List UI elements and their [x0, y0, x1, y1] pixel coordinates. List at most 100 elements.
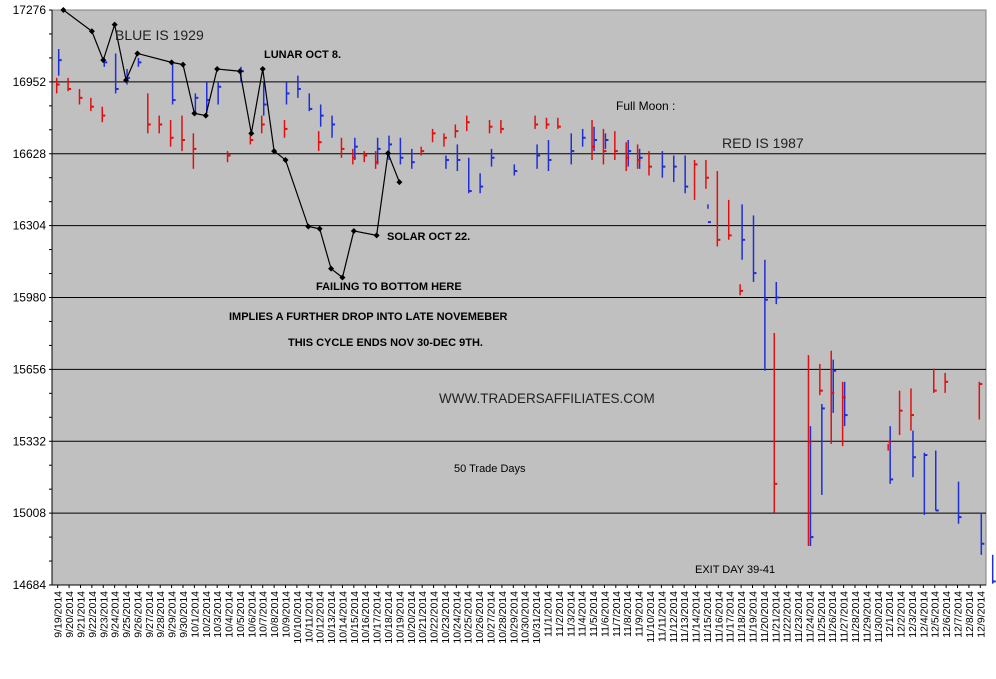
annotation-exit: EXIT DAY 39-41 — [695, 564, 775, 576]
gridlines — [52, 81, 986, 514]
x-tick-label: 11/30/2014 — [873, 591, 885, 643]
x-tick-label: 10/21/2014 — [417, 591, 429, 644]
line-marker — [202, 112, 209, 119]
x-tick-label: 11/2/2014 — [554, 591, 566, 637]
x-tick-label: 11/23/2014 — [793, 591, 805, 643]
y-tick-label: 15008 — [13, 506, 47, 520]
line-marker — [396, 179, 403, 186]
line-marker — [123, 77, 130, 84]
annotation-50-days: 50 Trade Days — [454, 463, 526, 475]
x-tick-label: 11/27/2014 — [839, 591, 851, 643]
x-tick-label: 9/26/2014 — [132, 591, 144, 638]
x-tick-label: 12/7/2014 — [953, 591, 965, 638]
annotations: BLUE IS 1929 LUNAR OCT 8. Full Moon : RE… — [115, 27, 804, 576]
line-path — [63, 9, 400, 279]
x-tick-label: 11/19/2014 — [748, 591, 760, 643]
x-tick-label: 9/27/2014 — [144, 591, 156, 638]
annotation-cycle: THIS CYCLE ENDS NOV 30-DEC 9TH. — [288, 337, 483, 349]
line-marker — [305, 223, 312, 230]
x-tick-label: 12/2/2014 — [896, 591, 908, 638]
hlc-bars — [55, 49, 996, 584]
line-marker — [60, 7, 67, 13]
x-tick-label: 10/4/2014 — [224, 591, 236, 638]
line-marker — [328, 265, 335, 272]
line-marker — [179, 61, 186, 68]
x-tick-label: 11/21/2014 — [770, 591, 782, 643]
x-tick-label: 10/2/2014 — [201, 591, 213, 638]
x-tick-label: 10/29/2014 — [508, 591, 520, 644]
x-tick-label: 9/22/2014 — [87, 591, 99, 638]
x-tick-label: 10/11/2014 — [303, 591, 315, 643]
line-marker — [350, 227, 357, 234]
x-tick-label: 11/7/2014 — [611, 591, 623, 637]
x-tick-label: 11/8/2014 — [622, 591, 634, 637]
x-tick-label: 10/26/2014 — [474, 591, 486, 644]
x-tick-label: 10/28/2014 — [497, 591, 509, 644]
x-tick-label: 11/9/2014 — [634, 591, 646, 637]
x-tick-label: 10/5/2014 — [235, 591, 247, 638]
annotation-lunar: LUNAR OCT 8. — [264, 49, 341, 61]
annotation-blue: BLUE IS 1929 — [115, 27, 204, 43]
x-tick-label: 11/17/2014 — [725, 591, 737, 643]
line-marker — [236, 68, 243, 75]
line-marker — [248, 130, 255, 137]
line-marker — [373, 232, 380, 239]
line-marker — [214, 66, 221, 73]
annotation-website: WWW.TRADERSAFFILIATES.COM — [439, 391, 655, 406]
x-tick-label: 11/12/2014 — [668, 591, 680, 643]
x-tick-label: 10/9/2014 — [281, 591, 293, 638]
y-tick-label: 14684 — [13, 578, 47, 592]
line-marker — [316, 225, 323, 232]
x-tick-label: 9/28/2014 — [155, 591, 167, 638]
x-tick-label: 11/1/2014 — [542, 591, 554, 637]
x-tick-label: 10/10/2014 — [292, 591, 304, 644]
line-marker — [134, 50, 141, 57]
x-tick-label: 10/20/2014 — [406, 591, 418, 644]
line-series — [60, 7, 403, 281]
x-tick-label: 10/22/2014 — [429, 591, 441, 644]
x-tick-label: 10/8/2014 — [269, 591, 281, 638]
x-tick-label: 10/31/2014 — [531, 591, 543, 644]
x-tick-label: 10/17/2014 — [372, 591, 384, 644]
x-tick-label: 10/12/2014 — [315, 591, 327, 644]
annotation-fullmoon: Full Moon : — [616, 99, 675, 113]
x-tick-label: 11/18/2014 — [736, 591, 748, 643]
x-tick-label: 9/29/2014 — [167, 591, 179, 638]
x-tick-label: 11/25/2014 — [816, 591, 828, 643]
x-tick-label: 12/1/2014 — [884, 591, 896, 638]
x-tick-label: 9/19/2014 — [53, 591, 65, 638]
line-marker — [191, 110, 198, 117]
x-tick-label: 12/8/2014 — [964, 591, 976, 638]
x-tick-label: 12/4/2014 — [918, 591, 930, 638]
x-tick-label: 9/20/2014 — [64, 591, 76, 638]
x-tick-label: 9/30/2014 — [178, 591, 190, 638]
x-tick-label: 11/26/2014 — [827, 591, 839, 643]
x-tick-label: 11/5/2014 — [588, 591, 600, 637]
line-marker — [339, 274, 346, 281]
x-tick-label: 10/27/2014 — [486, 591, 498, 644]
x-tick-label: 10/3/2014 — [212, 591, 224, 638]
x-axis: 9/19/2014 9/20/2014 9/21/2014 9/22/2014 9/23… — [52, 584, 987, 644]
x-tick-label: 10/18/2014 — [383, 591, 395, 644]
x-tick-label: 10/14/2014 — [337, 591, 349, 644]
x-tick-label: 11/15/2014 — [702, 591, 714, 643]
x-tick-label: 9/25/2014 — [121, 591, 133, 638]
line-marker — [259, 66, 266, 73]
x-tick-label: 10/13/2014 — [326, 591, 338, 644]
y-tick-label: 17276 — [13, 3, 47, 17]
line-marker — [168, 59, 175, 66]
x-tick-label: 11/6/2014 — [599, 591, 611, 637]
line-marker — [88, 28, 95, 35]
y-tick-label: 16952 — [13, 75, 47, 89]
line-marker — [282, 156, 289, 163]
x-tick-label: 11/20/2014 — [759, 591, 771, 643]
annotation-failing: FAILING TO BOTTOM HERE — [316, 281, 462, 293]
y-tick-label: 15332 — [13, 434, 47, 448]
x-tick-label: 11/22/2014 — [782, 591, 794, 643]
x-tick-label: 10/23/2014 — [440, 591, 452, 644]
x-tick-label: 11/28/2014 — [850, 591, 862, 643]
x-tick-label: 10/25/2014 — [463, 591, 475, 644]
x-tick-label: 9/21/2014 — [75, 591, 87, 638]
